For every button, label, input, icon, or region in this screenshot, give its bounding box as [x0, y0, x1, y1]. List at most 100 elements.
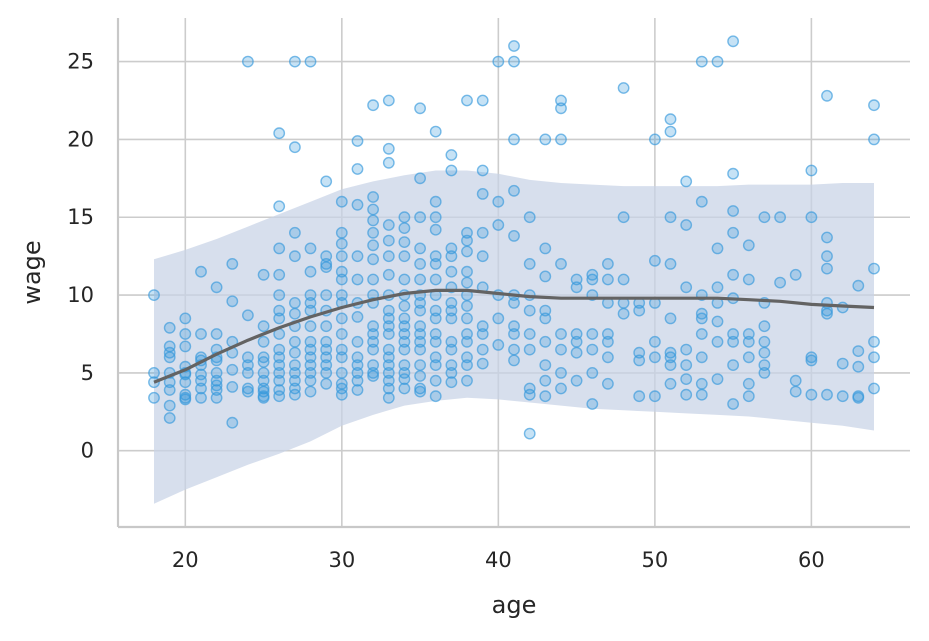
scatter-point — [476, 343, 489, 356]
scatter-point — [461, 245, 473, 258]
scatter-point — [351, 250, 364, 263]
scatter-point — [429, 374, 442, 387]
scatter-point — [273, 127, 286, 140]
scatter-point — [789, 385, 802, 398]
scatter-point — [476, 187, 489, 200]
scatter-point — [320, 377, 333, 390]
scatter-point — [476, 328, 489, 340]
scatter-point — [476, 94, 489, 107]
scatter-point — [304, 55, 317, 68]
scatter-point — [382, 94, 395, 107]
y-tick-label: 5 — [81, 361, 94, 385]
scatter-point — [680, 388, 693, 401]
scatter-point — [680, 175, 693, 188]
scatter-point — [852, 345, 865, 357]
y-tick-label: 25 — [67, 50, 94, 74]
scatter-point — [602, 257, 614, 270]
scatter-point — [429, 312, 442, 325]
scatter-point — [273, 312, 286, 325]
scatter-point — [539, 242, 552, 255]
scatter-point — [476, 357, 489, 370]
scatter-point — [821, 89, 833, 102]
scatter-point — [570, 335, 583, 348]
scatter-point — [742, 390, 755, 403]
scatter-point — [241, 359, 254, 371]
scatter-point — [727, 35, 739, 48]
scatter-point — [398, 382, 411, 395]
scatter-point — [727, 398, 739, 410]
scatter-point — [273, 242, 286, 255]
scatter-point — [711, 242, 724, 255]
x-tick-label: 60 — [798, 548, 825, 572]
scatter-point — [868, 351, 880, 364]
scatter-point — [492, 195, 505, 208]
scatter-point — [539, 390, 552, 403]
scatter-point — [539, 335, 552, 348]
scatter-point — [398, 222, 411, 235]
scatter-point — [602, 377, 614, 390]
scatter-point — [335, 388, 348, 401]
scatter-point — [523, 382, 536, 395]
scatter-point — [257, 390, 270, 403]
scatter-point — [758, 346, 771, 359]
y-tick-label: 20 — [67, 127, 94, 151]
scatter-point — [382, 382, 395, 395]
scatter-point — [445, 265, 458, 278]
scatter-point — [429, 125, 442, 138]
scatter-point — [711, 315, 724, 328]
scatter-point — [335, 366, 348, 379]
scatter-point — [210, 328, 223, 340]
scatter-point — [351, 335, 364, 348]
scatter-point — [304, 374, 317, 387]
scatter-point — [398, 236, 411, 249]
scatter-point — [367, 203, 379, 216]
scatter-point — [163, 321, 176, 334]
scatter-point — [711, 281, 724, 294]
scatter-point — [382, 268, 395, 281]
scatter-point — [570, 346, 583, 359]
scatter-point — [586, 273, 599, 286]
x-tick-label: 50 — [642, 548, 669, 572]
scatter-point — [868, 99, 880, 112]
scatter-point — [868, 335, 880, 348]
scatter-point — [210, 281, 223, 294]
scatter-point — [508, 328, 520, 340]
scatter-point — [727, 205, 739, 217]
scatter-point — [288, 307, 301, 320]
scatter-point — [742, 335, 755, 348]
scatter-point — [758, 366, 771, 379]
scatter-point — [868, 133, 880, 146]
scatter-point — [367, 191, 379, 203]
scatter-point — [414, 370, 426, 382]
scatter-point — [163, 412, 176, 424]
scatter-point — [398, 300, 411, 312]
scatter-point — [414, 257, 426, 270]
scatter-point — [680, 219, 693, 231]
scatter-point — [257, 356, 270, 368]
scatter-point — [539, 270, 552, 283]
scatter-point — [539, 312, 552, 325]
x-tick-label: 30 — [328, 548, 355, 572]
scatter-point — [492, 338, 505, 351]
scatter-point — [633, 304, 646, 317]
scatter-point — [273, 384, 286, 396]
scatter-point — [398, 273, 411, 286]
scatter-point — [617, 307, 630, 320]
scatter-point — [257, 320, 270, 333]
scatter-point — [163, 346, 176, 359]
scatter-point — [179, 340, 192, 353]
scatter-point — [695, 388, 708, 401]
scatter-point — [398, 211, 411, 224]
scatter-point — [382, 328, 395, 340]
scatter-point — [570, 281, 583, 294]
scatter-point — [539, 359, 552, 371]
scatter-point — [273, 200, 286, 213]
scatter-point — [351, 135, 364, 147]
scatter-point — [492, 312, 505, 325]
scatter-point — [304, 296, 317, 309]
scatter-point — [414, 359, 426, 371]
scatter-point — [461, 335, 473, 348]
scatter-point — [555, 343, 567, 356]
scatter-point — [429, 195, 442, 208]
